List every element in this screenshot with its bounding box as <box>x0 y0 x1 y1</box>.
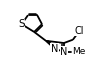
Text: Me: Me <box>72 47 85 56</box>
Text: Cl: Cl <box>75 26 84 36</box>
Text: N: N <box>60 47 68 57</box>
Text: N: N <box>51 44 58 54</box>
Text: S: S <box>18 19 25 29</box>
